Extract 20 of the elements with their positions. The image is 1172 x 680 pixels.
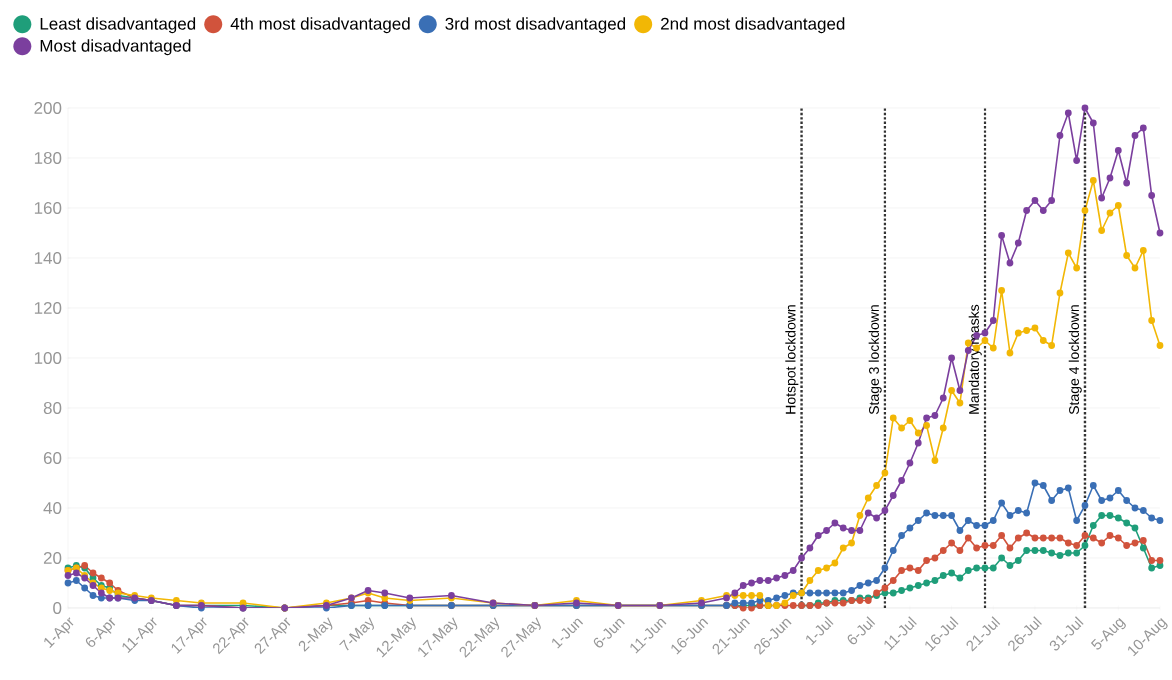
y-tick-label: 120 [34, 301, 62, 315]
legend-label: 2nd most disadvantaged [661, 17, 845, 34]
ref-line-label: Stage 4 lockdown [1068, 305, 1082, 415]
legend-label: Most disadvantaged [40, 39, 191, 56]
y-tick-label: 180 [34, 151, 62, 165]
ref-line-label: Hotspot lockdown [785, 305, 799, 414]
legend-label: 3rd most disadvantaged [445, 17, 626, 34]
y-tick-label: 20 [43, 551, 62, 565]
y-tick-label: 0 [53, 601, 62, 615]
y-tick-label: 200 [34, 101, 62, 115]
legend-label: 4th most disadvantaged [230, 17, 410, 34]
y-tick-label: 40 [43, 501, 62, 515]
y-tick-label: 100 [34, 351, 62, 365]
y-tick-label: 160 [34, 201, 62, 215]
legend-label: Least disadvantaged [40, 17, 196, 34]
ref-line-label: Stage 3 lockdown [868, 305, 882, 415]
ref-line-label: Mandatory masks [968, 304, 982, 414]
y-tick-label: 140 [34, 251, 62, 265]
y-tick-label: 60 [43, 451, 62, 465]
y-tick-label: 80 [43, 401, 62, 415]
